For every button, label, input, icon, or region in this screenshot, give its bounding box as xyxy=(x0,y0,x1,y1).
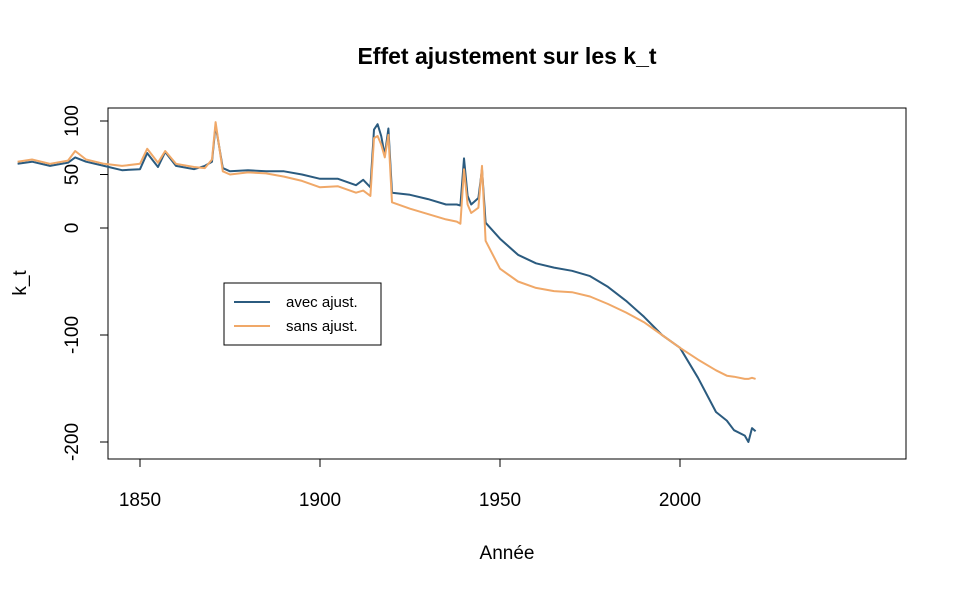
y-tick-label: 0 xyxy=(62,223,83,234)
x-tick-label: 1950 xyxy=(479,490,521,511)
y-tick-label: 100 xyxy=(62,105,83,137)
y-tick-label: -100 xyxy=(62,316,83,354)
series-line-avec-ajust xyxy=(17,123,757,443)
x-tick-label: 1850 xyxy=(119,490,161,511)
series-layer xyxy=(17,121,757,443)
x-tick-label: 1900 xyxy=(299,490,341,511)
y-axis: -200 -100 0 50 100 xyxy=(62,105,109,461)
chart-title: Effet ajustement sur les k_t xyxy=(357,43,656,69)
legend: avec ajust. sans ajust. xyxy=(223,282,382,346)
legend-box xyxy=(223,282,382,346)
x-tick-label: 2000 xyxy=(659,490,701,511)
x-axis: 1850 1900 1950 2000 xyxy=(119,458,701,511)
series-line-sans-ajust xyxy=(17,121,756,380)
legend-label: avec ajust. xyxy=(286,294,358,311)
y-tick-label: -200 xyxy=(62,423,83,461)
y-tick-label: 50 xyxy=(62,164,83,185)
legend-label: sans ajust. xyxy=(286,318,358,335)
x-axis-label: Année xyxy=(480,543,535,564)
y-axis-label: k_t xyxy=(10,270,31,296)
